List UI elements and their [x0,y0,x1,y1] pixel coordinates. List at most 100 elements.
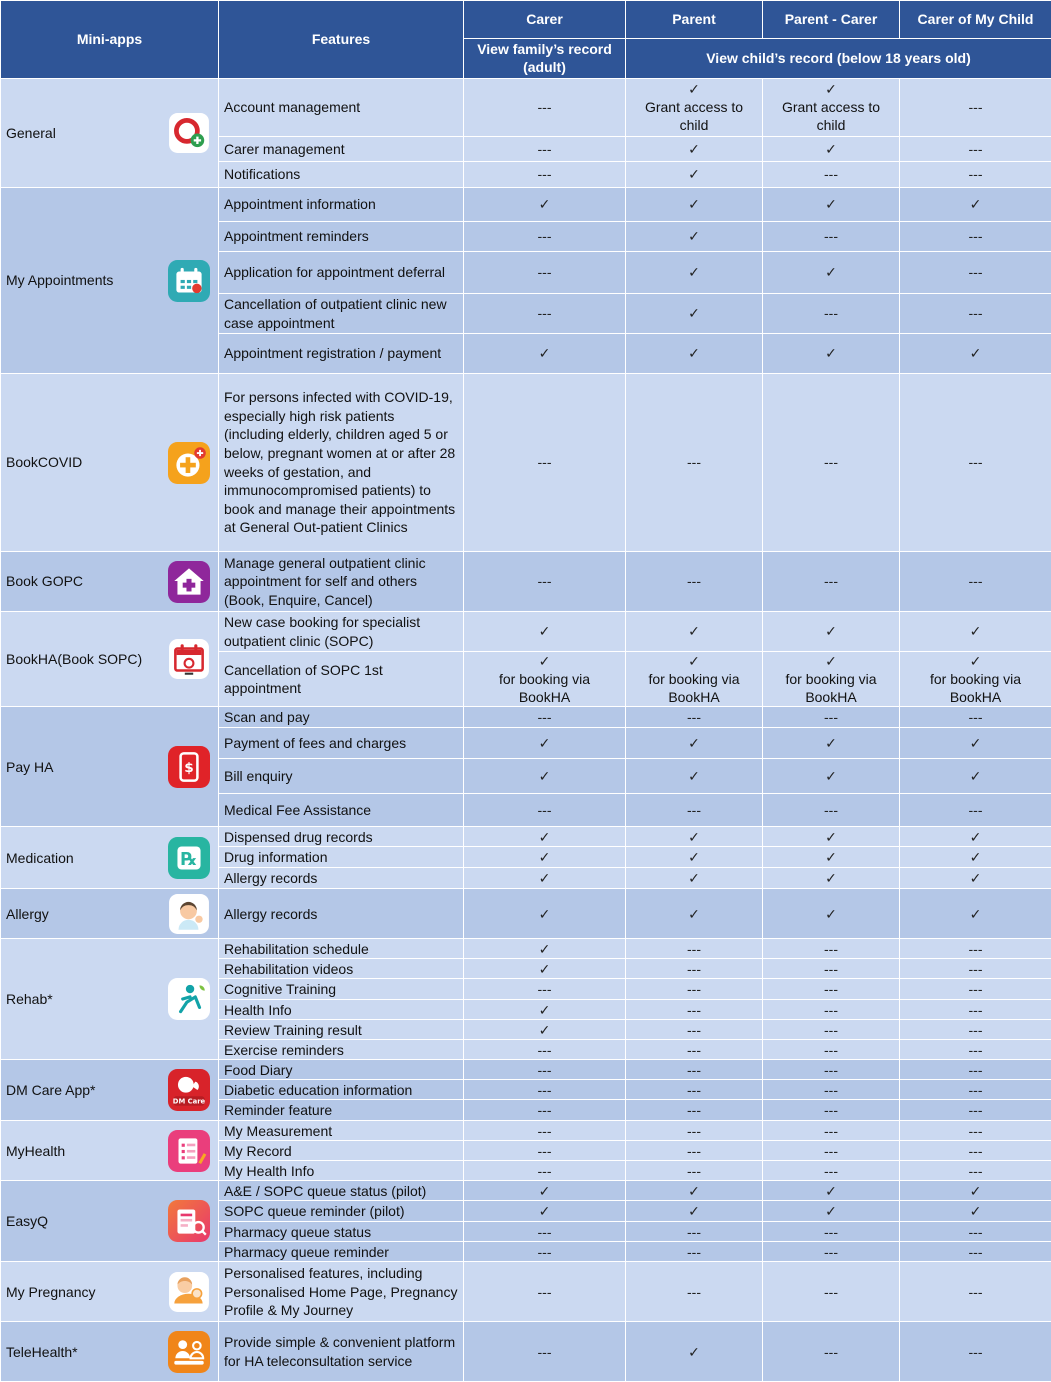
not-available-mark: --- [469,263,620,282]
not-available-mark: --- [905,227,1046,246]
allergy-icon [168,893,210,935]
appointments-icon [168,260,210,302]
check-mark: ✓ [469,1202,620,1221]
cell-carer-of-my-child: --- [900,794,1051,827]
cell-carer-of-my-child: --- [900,222,1051,252]
check-mark: ✓ [768,828,894,847]
feature-name: My Record [219,1141,464,1161]
feature-row: Rehab*Rehabilitation schedule✓--------- [1,939,1051,959]
cell-carer: --- [464,707,626,728]
not-available-mark: --- [905,304,1046,323]
cell-parent-carer: ✓ [763,827,900,847]
cell-parent: --- [626,1020,763,1040]
cell-carer-of-my-child: --- [900,1000,1051,1020]
not-available-mark: --- [469,1041,620,1060]
not-available-mark: --- [905,980,1046,999]
svg-text:℞: ℞ [181,849,197,870]
app-cell-bookha-book-sopc: BookHA(Book SOPC) [1,612,219,707]
cell-parent: --- [626,1040,763,1060]
not-available-mark: --- [768,165,894,184]
cell-parent-carer: --- [763,939,900,959]
cell-parent: --- [626,1060,763,1080]
check-mark: ✓ [469,828,620,847]
cell-carer: ✓ [464,334,626,374]
cell-carer-of-my-child: --- [900,252,1051,294]
not-available-mark: --- [469,1142,620,1161]
cell-parent-carer: --- [763,1161,900,1181]
app-name: My Pregnancy [6,1283,95,1302]
cell-parent: ✓ [626,252,763,294]
not-available-mark: --- [905,140,1046,159]
not-available-mark: --- [469,140,620,159]
feature-name: Cancellation of outpatient clinic new ca… [219,294,464,334]
subheader-child-record: View child’s record (below 18 years old) [626,39,1051,79]
feature-name: Cancellation of SOPC 1st appointment [219,652,464,707]
cell-parent-carer: --- [763,707,900,728]
cell-parent: ✓ [626,827,763,847]
col-header-carer: Carer [464,1,626,39]
check-mark: ✓ [905,622,1046,641]
cell-carer: --- [464,1222,626,1242]
feature-name: Health Info [219,1000,464,1020]
cell-parent: ✓ [626,294,763,334]
col-header-mini-apps: Mini-apps [1,1,219,79]
check-mark: ✓ [631,227,757,246]
not-available-mark: --- [631,1162,757,1181]
feature-name: Medical Fee Assistance [219,794,464,827]
check-mark: ✓ [768,767,894,786]
not-available-mark: --- [469,1122,620,1141]
cell-carer-of-my-child: ✓ [900,827,1051,847]
not-available-mark: --- [469,98,620,117]
not-available-mark: --- [905,1142,1046,1161]
not-available-mark: --- [631,453,757,472]
not-available-mark: --- [631,980,757,999]
not-available-mark: --- [469,1061,620,1080]
cell-carer: ✓ [464,939,626,959]
cell-parent: ✓ [626,162,763,188]
app-name: EasyQ [6,1212,48,1231]
cell-parent-carer: ✓ [763,612,900,652]
cell-carer-of-my-child: --- [900,162,1051,188]
feature-name: Allergy records [219,868,464,889]
feature-name: Carer management [219,137,464,162]
not-available-mark: --- [768,1001,894,1020]
app-name: Pay HA [6,758,53,777]
feature-name: My Health Info [219,1161,464,1181]
check-mark: ✓ [469,869,620,888]
not-available-mark: --- [469,572,620,591]
check-mark: ✓ [631,905,757,924]
not-available-mark: --- [631,1061,757,1080]
check-mark: ✓ [469,767,620,786]
cell-note: for booking via BookHA [772,671,890,707]
cell-carer-of-my-child: --- [900,939,1051,959]
app-name: Allergy [6,905,49,924]
cell-parent: ✓ [626,1201,763,1222]
cell-carer-of-my-child: --- [900,1141,1051,1161]
cell-carer: ✓ [464,1000,626,1020]
col-header-features: Features [219,1,464,79]
bookha-icon [168,638,210,680]
not-available-mark: --- [768,1283,894,1302]
not-available-mark: --- [768,572,894,591]
general-icon [168,112,210,154]
cell-carer-of-my-child: ✓ [900,334,1051,374]
cell-carer-of-my-child: --- [900,552,1051,612]
not-available-mark: --- [905,453,1046,472]
not-available-mark: --- [469,227,620,246]
myhealth-icon [168,1130,210,1172]
cell-parent-carer: --- [763,1100,900,1121]
cell-carer-of-my-child: --- [900,1020,1051,1040]
cell-carer: --- [464,374,626,552]
rehab-icon [168,978,210,1020]
cell-parent: ✓for booking via BookHA [626,652,763,707]
cell-parent-carer: ✓ [763,1181,900,1201]
cell-carer-of-my-child: ✓ [900,847,1051,868]
not-available-mark: --- [905,1283,1046,1302]
cell-carer: --- [464,1060,626,1080]
check-mark: ✓ [905,905,1046,924]
cell-carer: --- [464,1141,626,1161]
cell-carer: ✓ [464,612,626,652]
